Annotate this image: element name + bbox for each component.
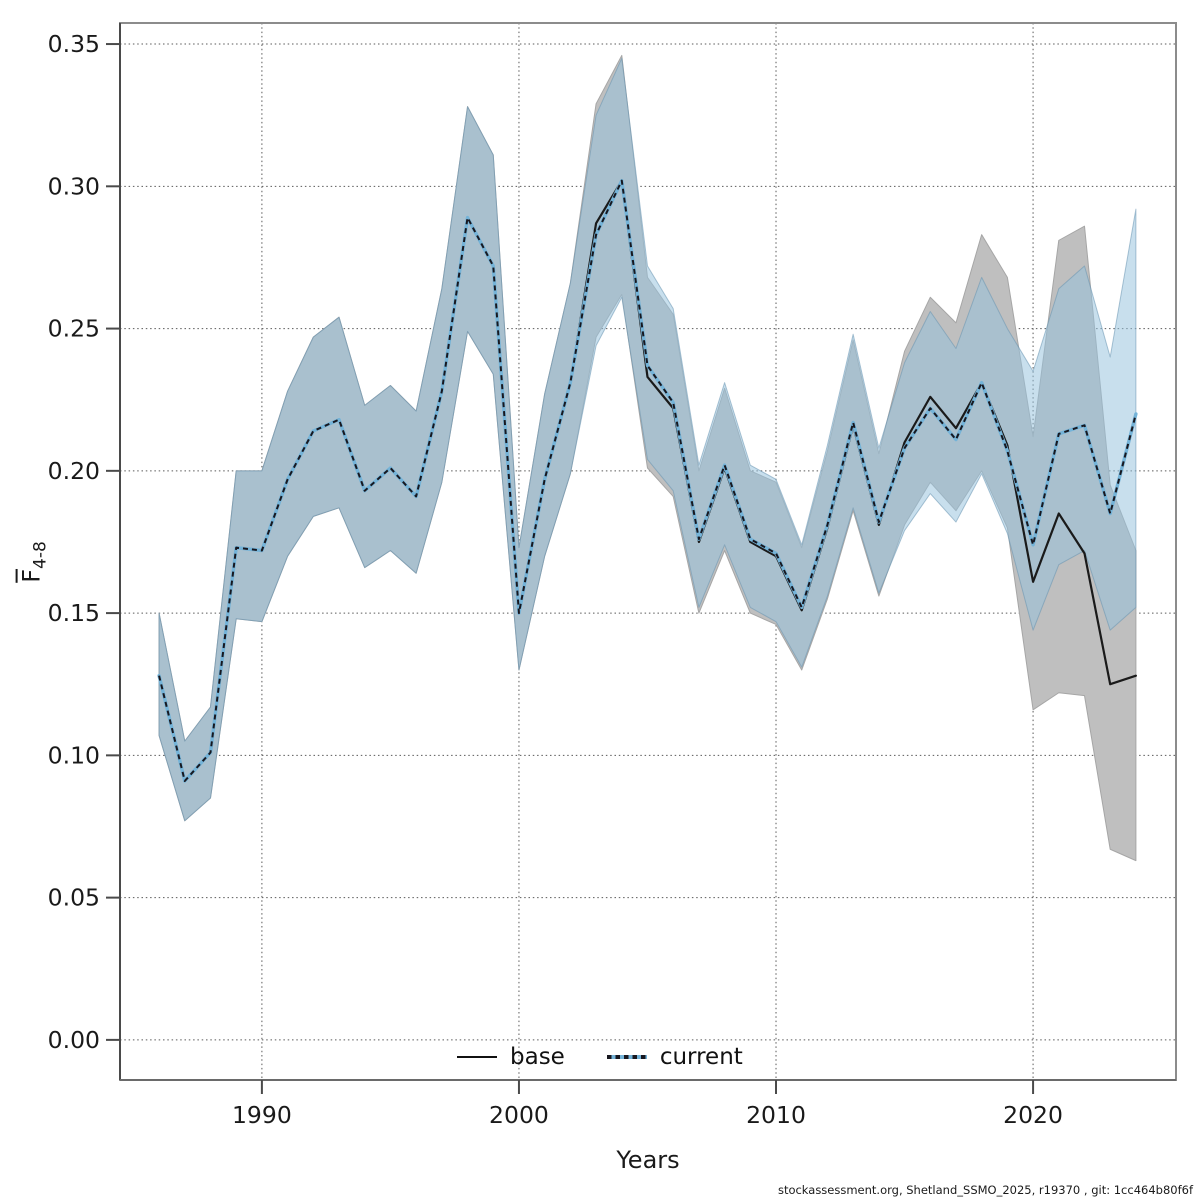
y-tick-label: 0.25	[48, 315, 100, 343]
x-axis-title: Years	[616, 1146, 680, 1174]
x-tick-label: 2000	[489, 1101, 549, 1129]
y-tick-label: 0.30	[48, 172, 100, 200]
legend-label-current: current	[659, 1044, 743, 1070]
legend: base current	[457, 1044, 743, 1070]
current-confidence-band	[158, 57, 1137, 822]
current-line-dashed	[158, 179, 1137, 782]
base-line-sample	[457, 1056, 497, 1058]
y-tick-label: 0.05	[48, 884, 100, 912]
y-tick-label: 0.35	[48, 30, 100, 58]
legend-item-base: base	[457, 1044, 565, 1070]
current-line-sample	[606, 1055, 647, 1059]
x-tick-label: 1990	[232, 1101, 292, 1129]
y-axis-title-subscript: 4-8	[30, 541, 51, 569]
y-axis-title-symbol: F	[17, 568, 46, 583]
y-tick-label: 0.10	[48, 741, 100, 769]
y-axis-title: F4-8	[18, 541, 51, 583]
legend-item-current: current	[606, 1044, 743, 1070]
y-tick-label: 0.15	[48, 599, 100, 627]
footer-citation: stockassessment.org, Shetland_SSMO_2025,…	[777, 1183, 1193, 1197]
x-tick-label: 2010	[746, 1101, 806, 1129]
y-tick-label: 0.00	[48, 1026, 100, 1054]
y-tick-label: 0.20	[48, 457, 100, 485]
legend-label-base: base	[510, 1044, 565, 1070]
x-tick-label: 2020	[1003, 1101, 1063, 1129]
